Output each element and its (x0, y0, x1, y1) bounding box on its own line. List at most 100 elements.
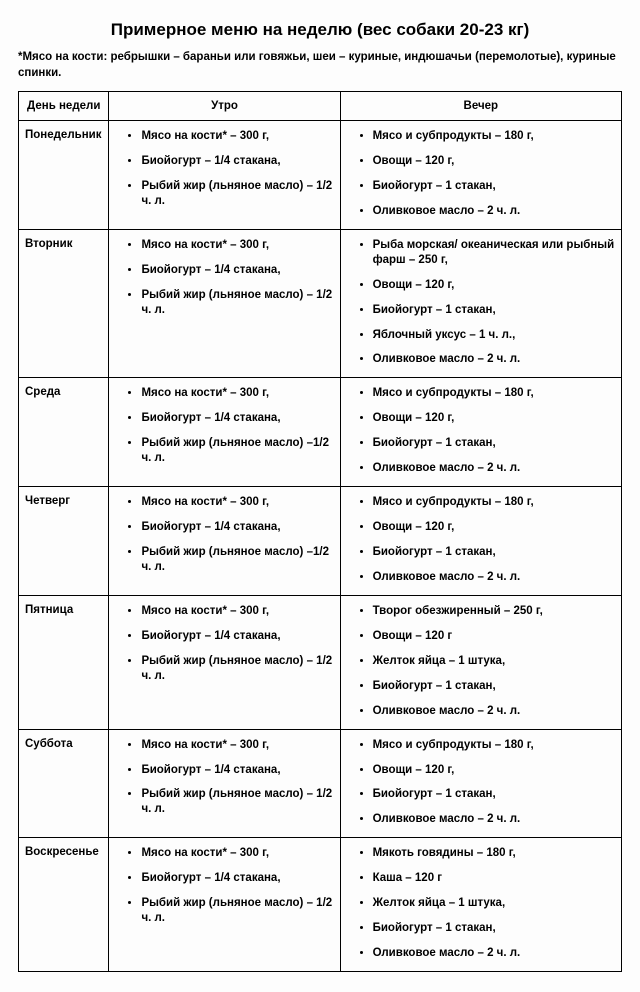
list-item: Рыбий жир (льняное масло) – 1/2 ч. л. (141, 288, 333, 318)
morning-list: Мясо на кости* – 300 г, Биойогурт – 1/4 с… (115, 238, 333, 318)
list-item: Биойогурт – 1 стакан, (373, 545, 615, 560)
list-item: Биойогурт – 1/4 стакана, (141, 763, 333, 778)
list-item: Мясо на кости* – 300 г, (141, 604, 333, 619)
table-row: Вторник Мясо на кости* – 300 г, Биойогурт … (19, 229, 622, 378)
list-item: Рыба морская/ океаническая или рыбный фа… (373, 238, 615, 268)
list-item: Оливковое масло – 2 ч. л. (373, 461, 615, 476)
list-item: Мякоть говядины – 180 г, (373, 846, 615, 861)
list-item: Оливковое масло – 2 ч. л. (373, 704, 615, 719)
morning-cell: Мясо на кости* – 300 г, Биойогурт – 1/4 с… (109, 838, 340, 972)
list-item: Биойогурт – 1/4 стакана, (141, 154, 333, 169)
day-cell: Пятница (19, 595, 109, 729)
list-item: Оливковое масло – 2 ч. л. (373, 812, 615, 827)
morning-cell: Мясо на кости* – 300 г, Биойогурт – 1/4 с… (109, 487, 340, 596)
header-evening: Вечер (340, 92, 621, 121)
header-row: День недели Утро Вечер (19, 92, 622, 121)
day-cell: Среда (19, 378, 109, 487)
list-item: Мясо на кости* – 300 г, (141, 238, 333, 253)
morning-cell: Мясо на кости* – 300 г, Биойогурт – 1/4 с… (109, 729, 340, 838)
list-item: Биойогурт – 1/4 стакана, (141, 871, 333, 886)
morning-list: Мясо на кости* – 300 г, Биойогурт – 1/4 с… (115, 386, 333, 466)
list-item: Мясо и субпродукты – 180 г, (373, 129, 615, 144)
evening-list: Мякоть говядины – 180 г, Каша – 120 г Желт… (347, 846, 615, 961)
list-item: Овощи – 120 г (373, 629, 615, 644)
table-row: Воскресенье Мясо на кости* – 300 г, Биойог… (19, 838, 622, 972)
list-item: Рыбий жир (льняное масло) – 1/2 ч. л. (141, 654, 333, 684)
list-item: Овощи – 120 г, (373, 763, 615, 778)
list-item: Мясо и субпродукты – 180 г, (373, 386, 615, 401)
list-item: Биойогурт – 1 стакан, (373, 679, 615, 694)
morning-list: Мясо на кости* – 300 г, Биойогурт – 1/4 с… (115, 129, 333, 209)
evening-cell: Рыба морская/ океаническая или рыбный фа… (340, 229, 621, 378)
list-item: Мясо на кости* – 300 г, (141, 129, 333, 144)
list-item: Рыбий жир (льняное масло) – 1/2 ч. л. (141, 179, 333, 209)
list-item: Каша – 120 г (373, 871, 615, 886)
evening-cell: Мясо и субпродукты – 180 г, Овощи – 120 г… (340, 378, 621, 487)
table-row: Пятница Мясо на кости* – 300 г, Биойогурт … (19, 595, 622, 729)
day-cell: Четверг (19, 487, 109, 596)
list-item: Биойогурт – 1 стакан, (373, 436, 615, 451)
list-item: Оливковое масло – 2 ч. л. (373, 946, 615, 961)
table-row: Понедельник Мясо на кости* – 300 г, Биойог… (19, 121, 622, 230)
evening-cell: Мясо и субпродукты – 180 г, Овощи – 120 г… (340, 487, 621, 596)
footnote: *Мясо на кости: ребрышки – бараньи или г… (18, 50, 622, 81)
morning-list: Мясо на кости* – 300 г, Биойогурт – 1/4 с… (115, 846, 333, 926)
morning-list: Мясо на кости* – 300 г, Биойогурт – 1/4 с… (115, 738, 333, 818)
table-row: Среда Мясо на кости* – 300 г, Биойогурт – … (19, 378, 622, 487)
day-cell: Понедельник (19, 121, 109, 230)
evening-list: Творог обезжиренный – 250 г, Овощи – 120 … (347, 604, 615, 719)
list-item: Биойогурт – 1/4 стакана, (141, 263, 333, 278)
list-item: Биойогурт – 1 стакан, (373, 303, 615, 318)
list-item: Желток яйца – 1 штука, (373, 896, 615, 911)
evening-cell: Мясо и субпродукты – 180 г, Овощи – 120 г… (340, 121, 621, 230)
list-item: Биойогурт – 1/4 стакана, (141, 520, 333, 535)
evening-list: Мясо и субпродукты – 180 г, Овощи – 120 г… (347, 386, 615, 476)
morning-cell: Мясо на кости* – 300 г, Биойогурт – 1/4 с… (109, 121, 340, 230)
evening-list: Мясо и субпродукты – 180 г, Овощи – 120 г… (347, 495, 615, 585)
evening-list: Рыба морская/ океаническая или рыбный фа… (347, 238, 615, 368)
list-item: Яблочный уксус – 1 ч. л., (373, 328, 615, 343)
list-item: Оливковое масло – 2 ч. л. (373, 352, 615, 367)
morning-cell: Мясо на кости* – 300 г, Биойогурт – 1/4 с… (109, 378, 340, 487)
menu-table: День недели Утро Вечер ПонедельникМясо н… (18, 91, 622, 972)
day-cell: Воскресенье (19, 838, 109, 972)
morning-list: Мясо на кости* – 300 г, Биойогурт – 1/4 с… (115, 604, 333, 684)
list-item: Биойогурт – 1 стакан, (373, 787, 615, 802)
list-item: Мясо на кости* – 300 г, (141, 738, 333, 753)
list-item: Желток яйца – 1 штука, (373, 654, 615, 669)
list-item: Рыбий жир (льняное масло) – 1/2 ч. л. (141, 896, 333, 926)
list-item: Творог обезжиренный – 250 г, (373, 604, 615, 619)
list-item: Мясо и субпродукты – 180 г, (373, 738, 615, 753)
list-item: Оливковое масло – 2 ч. л. (373, 570, 615, 585)
list-item: Рыбий жир (льняное масло) –1/2 ч. л. (141, 545, 333, 575)
list-item: Биойогурт – 1/4 стакана, (141, 629, 333, 644)
list-item: Рыбий жир (льняное масло) –1/2 ч. л. (141, 436, 333, 466)
day-cell: Суббота (19, 729, 109, 838)
header-day: День недели (19, 92, 109, 121)
list-item: Овощи – 120 г, (373, 520, 615, 535)
list-item: Биойогурт – 1 стакан, (373, 921, 615, 936)
list-item: Мясо на кости* – 300 г, (141, 495, 333, 510)
list-item: Овощи – 120 г, (373, 154, 615, 169)
page-title: Примерное меню на неделю (вес собаки 20-… (18, 20, 622, 40)
morning-cell: Мясо на кости* – 300 г, Биойогурт – 1/4 с… (109, 595, 340, 729)
table-row: Суббота Мясо на кости* – 300 г, Биойогурт … (19, 729, 622, 838)
table-row: Четверг Мясо на кости* – 300 г, Биойогурт … (19, 487, 622, 596)
list-item: Овощи – 120 г, (373, 411, 615, 426)
evening-list: Мясо и субпродукты – 180 г, Овощи – 120 г… (347, 738, 615, 828)
evening-list: Мясо и субпродукты – 180 г, Овощи – 120 г… (347, 129, 615, 219)
list-item: Овощи – 120 г, (373, 278, 615, 293)
evening-cell: Мякоть говядины – 180 г, Каша – 120 г Желт… (340, 838, 621, 972)
day-cell: Вторник (19, 229, 109, 378)
list-item: Оливковое масло – 2 ч. л. (373, 204, 615, 219)
morning-cell: Мясо на кости* – 300 г, Биойогурт – 1/4 с… (109, 229, 340, 378)
list-item: Мясо на кости* – 300 г, (141, 846, 333, 861)
list-item: Рыбий жир (льняное масло) – 1/2 ч. л. (141, 787, 333, 817)
list-item: Биойогурт – 1 стакан, (373, 179, 615, 194)
evening-cell: Мясо и субпродукты – 180 г, Овощи – 120 г… (340, 729, 621, 838)
list-item: Биойогурт – 1/4 стакана, (141, 411, 333, 426)
header-morning: Утро (109, 92, 340, 121)
list-item: Мясо и субпродукты – 180 г, (373, 495, 615, 510)
list-item: Мясо на кости* – 300 г, (141, 386, 333, 401)
evening-cell: Творог обезжиренный – 250 г, Овощи – 120 … (340, 595, 621, 729)
